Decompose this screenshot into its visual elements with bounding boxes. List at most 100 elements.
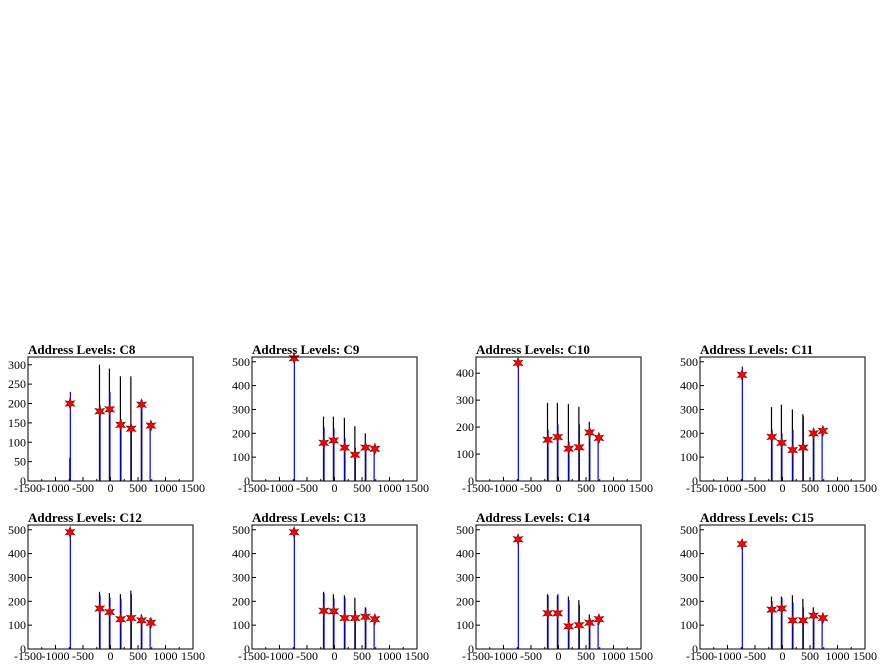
chart-panel-0: Address Levels: C8-1500 -1000 -500 0 500 1000… (8, 342, 205, 495)
y-tick-label: 200 (8, 397, 26, 411)
peak-marker (593, 431, 605, 445)
x-tick-label: -500 (72, 481, 94, 495)
x-tick-label: 1500 (853, 649, 877, 663)
x-tick-label: 500 (801, 481, 819, 495)
x-tick-label: 500 (129, 649, 147, 663)
peak-marker (776, 436, 788, 450)
peak-marker (563, 619, 575, 633)
peak-marker (512, 356, 524, 370)
y-tick-label: 200 (456, 594, 474, 608)
y-tick-label: 0 (244, 642, 250, 656)
x-tick-label: 0 (108, 481, 114, 495)
peak-marker (369, 612, 381, 626)
chart-title: Address Levels: C10 (476, 342, 590, 357)
x-tick-label: 500 (577, 481, 595, 495)
peak-marker (583, 616, 596, 630)
x-tick-label: -500 (520, 481, 542, 495)
y-tick-label: 400 (456, 547, 474, 561)
x-tick-label: 0 (556, 649, 562, 663)
y-tick-label: 0 (468, 474, 474, 488)
y-tick-label: 300 (680, 570, 698, 584)
chart-title: Address Levels: C11 (700, 342, 813, 357)
x-tick-label: 0 (108, 649, 114, 663)
peak-marker (328, 604, 340, 618)
chart-title: Address Levels: C12 (28, 510, 142, 525)
y-tick-label: 250 (8, 377, 26, 391)
peak-marker (136, 613, 148, 627)
peak-marker (542, 433, 554, 447)
y-tick-label: 500 (680, 355, 698, 369)
chart-title: Address Levels: C13 (252, 510, 366, 525)
peak-marker (104, 605, 116, 619)
x-tick-label: 1000 (378, 481, 402, 495)
y-tick-label: 300 (456, 393, 474, 407)
peak-marker (736, 368, 748, 382)
y-tick-label: 500 (680, 523, 698, 537)
y-tick-label: 0 (20, 474, 26, 488)
x-tick-label: -1500 (462, 481, 490, 495)
x-tick-label: -1000 (490, 649, 518, 663)
y-tick-label: 200 (680, 426, 698, 440)
peak-marker (339, 441, 351, 455)
x-tick-label: 500 (577, 649, 595, 663)
x-tick-label: -1000 (266, 481, 294, 495)
chart-panel-7: Address Levels: C15 -1500 -1000 -500 0 500 100… (680, 510, 877, 663)
y-tick-label: 50 (14, 455, 26, 469)
x-tick-label: 0 (332, 481, 338, 495)
chart-panel-3: Address Levels: C11 -1500 -1000 -500 0 500 100… (680, 342, 877, 495)
y-tick-label: 150 (8, 416, 26, 430)
y-tick-label: 300 (8, 570, 26, 584)
y-tick-label: 0 (468, 642, 474, 656)
y-tick-label: 0 (244, 474, 250, 488)
y-tick-label: 200 (8, 594, 26, 608)
x-tick-label: -1500 (14, 481, 42, 495)
chart-title: Address Levels: C14 (476, 510, 590, 525)
peak-marker (776, 602, 788, 615)
peak-marker (145, 616, 157, 630)
peak-marker (339, 611, 351, 625)
chart-title: Address Levels: C9 (252, 342, 360, 357)
y-tick-label: 0 (692, 642, 698, 656)
x-tick-label: 500 (129, 481, 147, 495)
peak-marker (817, 424, 829, 438)
x-tick-label: -500 (296, 649, 318, 663)
y-tick-label: 400 (8, 547, 26, 561)
x-tick-label: -1500 (686, 649, 714, 663)
peak-marker (787, 443, 799, 457)
y-tick-label: 400 (680, 379, 698, 393)
peak-marker (512, 532, 524, 546)
y-tick-label: 300 (456, 570, 474, 584)
peak-marker (573, 440, 585, 454)
x-tick-label: 1000 (826, 649, 850, 663)
y-tick-label: 400 (232, 379, 250, 393)
x-tick-label: 1000 (378, 649, 402, 663)
y-tick-label: 300 (8, 358, 26, 372)
x-tick-label: 0 (780, 649, 786, 663)
chart-panel-5: Address Levels: C13 -1500 -1000 -500 0 500 100… (232, 510, 429, 663)
peak-marker (360, 610, 372, 624)
x-tick-label: -1500 (14, 649, 42, 663)
peak-marker (115, 612, 127, 626)
y-tick-label: 200 (232, 426, 250, 440)
peak-marker (145, 419, 157, 433)
x-tick-label: 1500 (181, 649, 205, 663)
y-tick-label: 100 (680, 618, 698, 632)
peak-marker (125, 422, 137, 436)
y-tick-label: 400 (456, 366, 474, 380)
peak-marker (288, 525, 300, 539)
x-tick-label: -500 (520, 649, 542, 663)
y-tick-label: 100 (8, 435, 26, 449)
x-tick-label: 1000 (602, 649, 626, 663)
peak-marker (766, 430, 778, 444)
y-tick-label: 100 (232, 450, 250, 464)
x-tick-label: 500 (353, 649, 371, 663)
y-tick-label: 200 (232, 594, 250, 608)
x-tick-label: -1000 (714, 481, 742, 495)
x-tick-label: 1500 (181, 481, 205, 495)
x-tick-label: 500 (353, 481, 371, 495)
peak-marker (593, 612, 605, 626)
chart-title: Address Levels: C8 (28, 342, 136, 357)
chart-panel-1: Address Levels: C9-1500 -1000 -500 0 500 1000… (232, 342, 429, 495)
y-tick-label: 300 (232, 570, 250, 584)
peak-marker (542, 606, 554, 620)
